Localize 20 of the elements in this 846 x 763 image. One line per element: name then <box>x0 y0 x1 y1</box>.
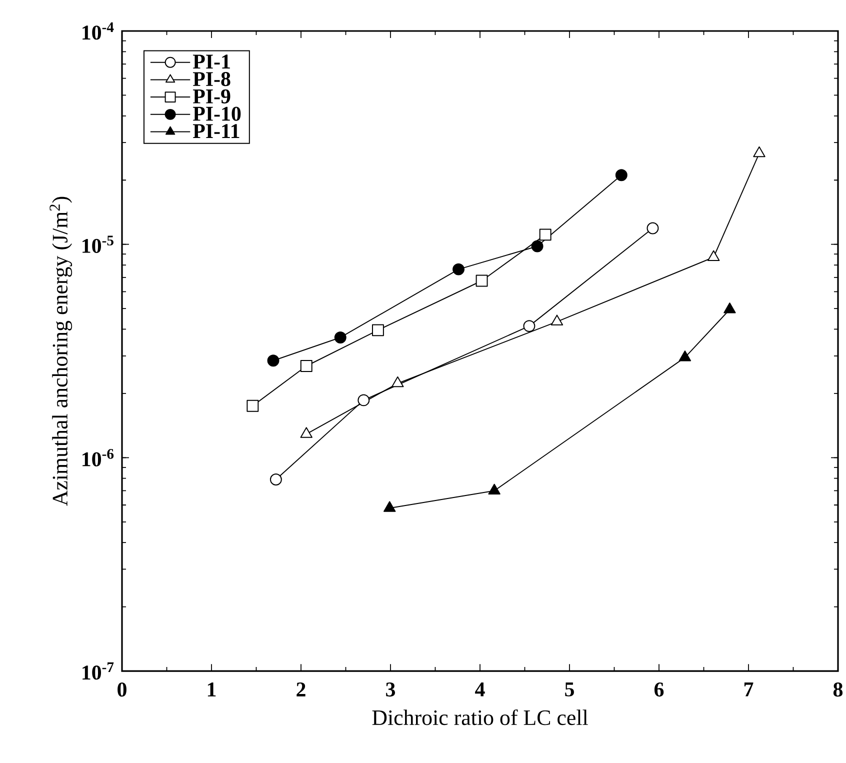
x-tick-label: 6 <box>654 682 664 697</box>
y-axis-title: Azimuthal anchoring energy (J/m$^{2}$) <box>50 196 72 506</box>
x-tick-label: 2 <box>296 682 306 696</box>
x-tick-label: 5 <box>565 682 574 696</box>
x-tick-label: 0 <box>118 682 126 697</box>
x-tick-label: 3 <box>386 682 396 697</box>
y-tick-label: 10$^{-5}$ <box>82 236 114 253</box>
x-tick-label: 8 <box>833 682 843 697</box>
x-tick-label: 4 <box>475 682 485 696</box>
legend-label: PI-1 <box>192 54 230 68</box>
y-tick-label: 10$^{-6}$ <box>82 448 114 466</box>
y-tick-label: 10$^{-4}$ <box>82 22 114 40</box>
legend-label: PI-10 <box>192 106 241 121</box>
x-tick-label: 7 <box>744 682 754 696</box>
legend-label: PI-11 <box>192 124 240 138</box>
x-tick-label: 1 <box>208 682 216 696</box>
legend-label: PI-8 <box>192 72 230 86</box>
y-tick-label: 10$^{-7}$ <box>82 662 114 680</box>
x-axis-title: Dichroic ratio of LC cell <box>372 709 588 726</box>
legend-label: PI-9 <box>192 89 230 104</box>
